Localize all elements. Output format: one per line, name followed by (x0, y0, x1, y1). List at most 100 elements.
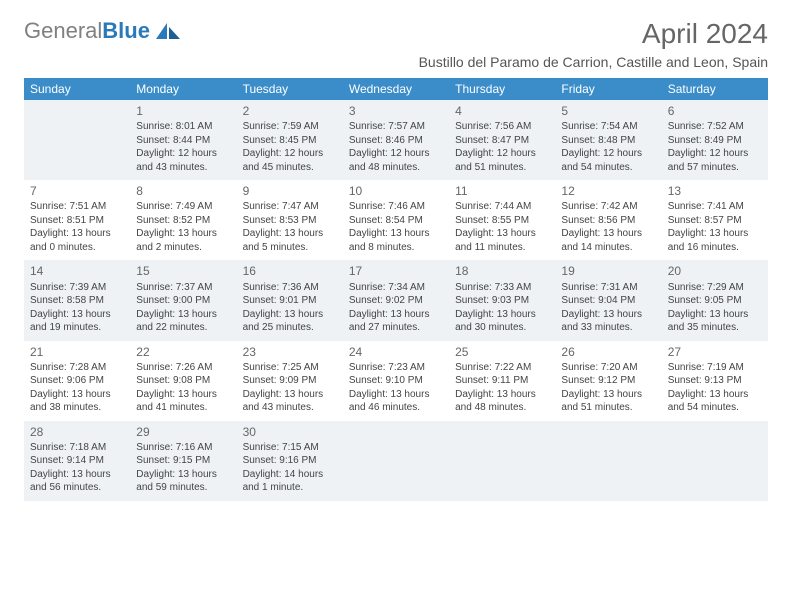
weekday-header: Saturday (662, 78, 768, 100)
day-number: 4 (455, 103, 549, 119)
day-number: 6 (668, 103, 762, 119)
calendar-day-cell: 13Sunrise: 7:41 AMSunset: 8:57 PMDayligh… (662, 180, 768, 260)
calendar-day-cell: 4Sunrise: 7:56 AMSunset: 8:47 PMDaylight… (449, 100, 555, 180)
sunrise-line: Sunrise: 7:16 AM (136, 441, 230, 455)
day-number: 12 (561, 183, 655, 199)
day-number: 9 (243, 183, 337, 199)
calendar-week-row: 7Sunrise: 7:51 AMSunset: 8:51 PMDaylight… (24, 180, 768, 260)
sunset-line: Sunset: 9:02 PM (349, 294, 443, 308)
sunset-line: Sunset: 9:12 PM (561, 374, 655, 388)
logo: GeneralBlue (24, 18, 182, 44)
daylight-line: Daylight: 12 hours and 57 minutes. (668, 147, 762, 174)
calendar-day-cell: 9Sunrise: 7:47 AMSunset: 8:53 PMDaylight… (237, 180, 343, 260)
sunrise-line: Sunrise: 7:39 AM (30, 281, 124, 295)
day-number: 1 (136, 103, 230, 119)
daylight-line: Daylight: 13 hours and 38 minutes. (30, 388, 124, 415)
sunset-line: Sunset: 9:01 PM (243, 294, 337, 308)
sunset-line: Sunset: 9:03 PM (455, 294, 549, 308)
sunset-line: Sunset: 9:05 PM (668, 294, 762, 308)
weekday-header: Wednesday (343, 78, 449, 100)
month-title: April 2024 (419, 18, 768, 50)
day-number: 30 (243, 424, 337, 440)
calendar-week-row: 1Sunrise: 8:01 AMSunset: 8:44 PMDaylight… (24, 100, 768, 180)
daylight-line: Daylight: 13 hours and 46 minutes. (349, 388, 443, 415)
sunrise-line: Sunrise: 7:33 AM (455, 281, 549, 295)
day-number: 20 (668, 263, 762, 279)
sunrise-line: Sunrise: 7:51 AM (30, 200, 124, 214)
daylight-line: Daylight: 12 hours and 48 minutes. (349, 147, 443, 174)
weekday-header: Monday (130, 78, 236, 100)
sunset-line: Sunset: 9:16 PM (243, 454, 337, 468)
sunrise-line: Sunrise: 7:23 AM (349, 361, 443, 375)
sunset-line: Sunset: 8:47 PM (455, 134, 549, 148)
day-number: 10 (349, 183, 443, 199)
day-number: 3 (349, 103, 443, 119)
day-number: 26 (561, 344, 655, 360)
day-number: 11 (455, 183, 549, 199)
weekday-header: Friday (555, 78, 661, 100)
calendar-day-cell: 24Sunrise: 7:23 AMSunset: 9:10 PMDayligh… (343, 341, 449, 421)
calendar-day-cell: 14Sunrise: 7:39 AMSunset: 8:58 PMDayligh… (24, 260, 130, 340)
weekday-header-row: Sunday Monday Tuesday Wednesday Thursday… (24, 78, 768, 100)
daylight-line: Daylight: 13 hours and 14 minutes. (561, 227, 655, 254)
daylight-line: Daylight: 13 hours and 19 minutes. (30, 308, 124, 335)
header: GeneralBlue April 2024 Bustillo del Para… (24, 18, 768, 70)
day-number: 29 (136, 424, 230, 440)
daylight-line: Daylight: 13 hours and 33 minutes. (561, 308, 655, 335)
calendar-day-cell: 27Sunrise: 7:19 AMSunset: 9:13 PMDayligh… (662, 341, 768, 421)
sunrise-line: Sunrise: 7:26 AM (136, 361, 230, 375)
calendar-day-cell (555, 421, 661, 501)
calendar-day-cell: 7Sunrise: 7:51 AMSunset: 8:51 PMDaylight… (24, 180, 130, 260)
sunset-line: Sunset: 8:51 PM (30, 214, 124, 228)
sunrise-line: Sunrise: 7:22 AM (455, 361, 549, 375)
sunset-line: Sunset: 8:53 PM (243, 214, 337, 228)
calendar-day-cell: 17Sunrise: 7:34 AMSunset: 9:02 PMDayligh… (343, 260, 449, 340)
weekday-header: Thursday (449, 78, 555, 100)
sunrise-line: Sunrise: 7:56 AM (455, 120, 549, 134)
sunrise-line: Sunrise: 7:57 AM (349, 120, 443, 134)
logo-text: GeneralBlue (24, 18, 150, 44)
daylight-line: Daylight: 13 hours and 16 minutes. (668, 227, 762, 254)
daylight-line: Daylight: 13 hours and 59 minutes. (136, 468, 230, 495)
sunrise-line: Sunrise: 7:46 AM (349, 200, 443, 214)
daylight-line: Daylight: 13 hours and 43 minutes. (243, 388, 337, 415)
daylight-line: Daylight: 13 hours and 2 minutes. (136, 227, 230, 254)
sunrise-line: Sunrise: 7:19 AM (668, 361, 762, 375)
calendar-day-cell: 2Sunrise: 7:59 AMSunset: 8:45 PMDaylight… (237, 100, 343, 180)
day-number: 2 (243, 103, 337, 119)
location: Bustillo del Paramo de Carrion, Castille… (419, 54, 768, 70)
sunset-line: Sunset: 8:49 PM (668, 134, 762, 148)
day-number: 16 (243, 263, 337, 279)
sunset-line: Sunset: 9:00 PM (136, 294, 230, 308)
calendar-day-cell: 5Sunrise: 7:54 AMSunset: 8:48 PMDaylight… (555, 100, 661, 180)
daylight-line: Daylight: 13 hours and 35 minutes. (668, 308, 762, 335)
sunrise-line: Sunrise: 7:59 AM (243, 120, 337, 134)
sunrise-line: Sunrise: 7:15 AM (243, 441, 337, 455)
daylight-line: Daylight: 13 hours and 41 minutes. (136, 388, 230, 415)
daylight-line: Daylight: 13 hours and 30 minutes. (455, 308, 549, 335)
sunset-line: Sunset: 9:06 PM (30, 374, 124, 388)
sunset-line: Sunset: 9:11 PM (455, 374, 549, 388)
sunset-line: Sunset: 9:04 PM (561, 294, 655, 308)
calendar-day-cell: 30Sunrise: 7:15 AMSunset: 9:16 PMDayligh… (237, 421, 343, 501)
day-number: 13 (668, 183, 762, 199)
calendar-day-cell: 25Sunrise: 7:22 AMSunset: 9:11 PMDayligh… (449, 341, 555, 421)
day-number: 24 (349, 344, 443, 360)
calendar-day-cell: 6Sunrise: 7:52 AMSunset: 8:49 PMDaylight… (662, 100, 768, 180)
day-number: 22 (136, 344, 230, 360)
calendar-day-cell: 1Sunrise: 8:01 AMSunset: 8:44 PMDaylight… (130, 100, 236, 180)
sunrise-line: Sunrise: 7:31 AM (561, 281, 655, 295)
sunset-line: Sunset: 9:10 PM (349, 374, 443, 388)
calendar-week-row: 28Sunrise: 7:18 AMSunset: 9:14 PMDayligh… (24, 421, 768, 501)
calendar-body: 1Sunrise: 8:01 AMSunset: 8:44 PMDaylight… (24, 100, 768, 501)
sunrise-line: Sunrise: 7:29 AM (668, 281, 762, 295)
sunset-line: Sunset: 8:54 PM (349, 214, 443, 228)
day-number: 19 (561, 263, 655, 279)
sunrise-line: Sunrise: 7:36 AM (243, 281, 337, 295)
calendar-week-row: 14Sunrise: 7:39 AMSunset: 8:58 PMDayligh… (24, 260, 768, 340)
calendar-day-cell (449, 421, 555, 501)
sunset-line: Sunset: 9:15 PM (136, 454, 230, 468)
sunrise-line: Sunrise: 8:01 AM (136, 120, 230, 134)
day-number: 25 (455, 344, 549, 360)
sunrise-line: Sunrise: 7:28 AM (30, 361, 124, 375)
